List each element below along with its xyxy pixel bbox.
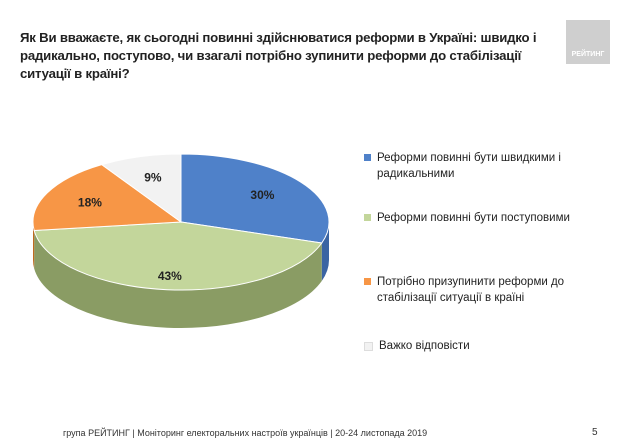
legend-item-hard-to-say: Важко відповісти [364,338,470,354]
pie-side-1 [34,230,322,329]
data-label-0: 30% [250,188,274,202]
footer: група РЕЙТИНГ | Моніторинг електоральних… [63,428,428,438]
pie-slice-2 [32,164,183,232]
pie-slice-0 [180,153,330,244]
legend-label: Реформи повинні бути швидкими і радикаль… [377,152,561,180]
legend-label: Реформи повинні бути поступовими [377,212,570,224]
legend-swatch [364,278,371,285]
pie-side-2 [33,222,35,269]
legend-item-pause: Потрібно призупинити реформи до стабіліз… [364,274,617,306]
pie-slice-3 [100,153,182,223]
pie-slice-1 [33,221,323,291]
data-label-2: 18% [78,195,102,209]
legend-swatch [364,214,371,221]
rating-logo: РЕЙТИНГ [566,20,610,64]
data-label-1: 43% [158,269,182,283]
legend-swatch [364,154,371,161]
legend-item-gradual: Реформи повинні бути поступовими [364,210,617,226]
data-label-3: 9% [144,171,162,185]
chart-title: Як Ви вважаєте, як сьогодні повинні здій… [20,30,537,81]
pie-side-0 [321,222,329,282]
legend-swatch [364,342,373,351]
legend-label: Важко відповісти [379,340,470,352]
legend-label: Потрібно призупинити реформи до стабіліз… [377,276,565,304]
page-number: 5 [592,427,598,438]
logo-text: РЕЙТИНГ [571,51,605,58]
legend-item-fast: Реформи повинні бути швидкими і радикаль… [364,150,577,182]
